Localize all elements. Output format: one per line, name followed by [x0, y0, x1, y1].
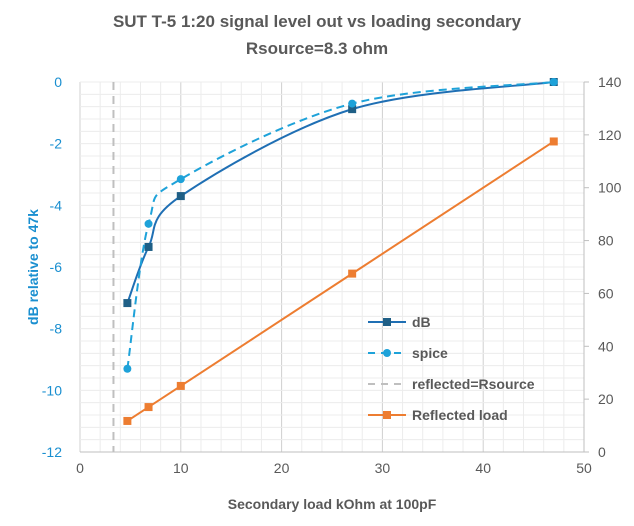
x-tick-label: 10 — [173, 460, 189, 476]
x-tick-label: 40 — [475, 460, 491, 476]
y-tick-label: -6 — [50, 259, 63, 275]
legend-reflected-rsource-label: reflected=Rsource — [412, 376, 535, 392]
legend-spice-marker — [383, 349, 391, 357]
series-db-point — [348, 105, 357, 114]
y2-tick-label: 120 — [598, 127, 622, 143]
y-tick-label: -4 — [50, 197, 63, 213]
series-reflected-load-point — [176, 381, 185, 390]
y2-tick-label: 80 — [598, 233, 614, 249]
y-tick-label: -8 — [50, 321, 63, 337]
y2-tick-label: 100 — [598, 180, 622, 196]
series-spice-line — [126, 81, 554, 369]
y2-tick-label: 40 — [598, 338, 614, 354]
legend-db-marker — [383, 318, 391, 326]
series-db-point — [176, 192, 185, 201]
series-reflected-load-point — [348, 269, 357, 278]
gridlines — [79, 81, 589, 453]
y-tick-label: 0 — [54, 74, 62, 90]
legend-reflected-load-label: Reflected load — [412, 407, 508, 423]
legend-spice-label: spice — [412, 345, 448, 361]
series-reflected-load-point — [144, 403, 153, 412]
x-tick-label: 20 — [274, 460, 290, 476]
y-tick-label: -10 — [42, 382, 62, 398]
series-spice-point — [348, 99, 357, 108]
x-tick-label: 0 — [76, 460, 84, 476]
series-spice-point — [144, 219, 153, 228]
legend: dB spice reflected=Rsource Reflected load — [368, 314, 535, 423]
y2-tick-label: 60 — [598, 285, 614, 301]
legend-reflected-load-marker — [383, 411, 391, 419]
series-reflected-load-point — [549, 137, 558, 146]
chart-subtitle: Rsource=8.3 ohm — [246, 39, 388, 58]
chart-title: SUT T-5 1:20 signal level out vs loading… — [113, 12, 522, 31]
legend-db-label: dB — [412, 314, 431, 330]
series-spice-point — [176, 175, 185, 184]
series-spice-point — [123, 364, 132, 373]
y-axis-label: dB relative to 47k — [25, 209, 41, 325]
series-db-point — [123, 299, 132, 308]
series-db-point — [144, 242, 153, 251]
x-axis-label: Secondary load kOhm at 100pF — [228, 496, 437, 512]
series-reflected-load-point — [123, 416, 132, 425]
y2-tick-label: 20 — [598, 391, 614, 407]
y2-tick-label: 0 — [598, 444, 606, 460]
series-spice-point — [549, 78, 558, 86]
y-tick-label: -12 — [42, 444, 62, 460]
x-tick-label: 30 — [375, 460, 391, 476]
y2-tick-label: 140 — [598, 74, 622, 90]
y-tick-label: -2 — [50, 136, 63, 152]
x-tick-label: 50 — [576, 460, 592, 476]
